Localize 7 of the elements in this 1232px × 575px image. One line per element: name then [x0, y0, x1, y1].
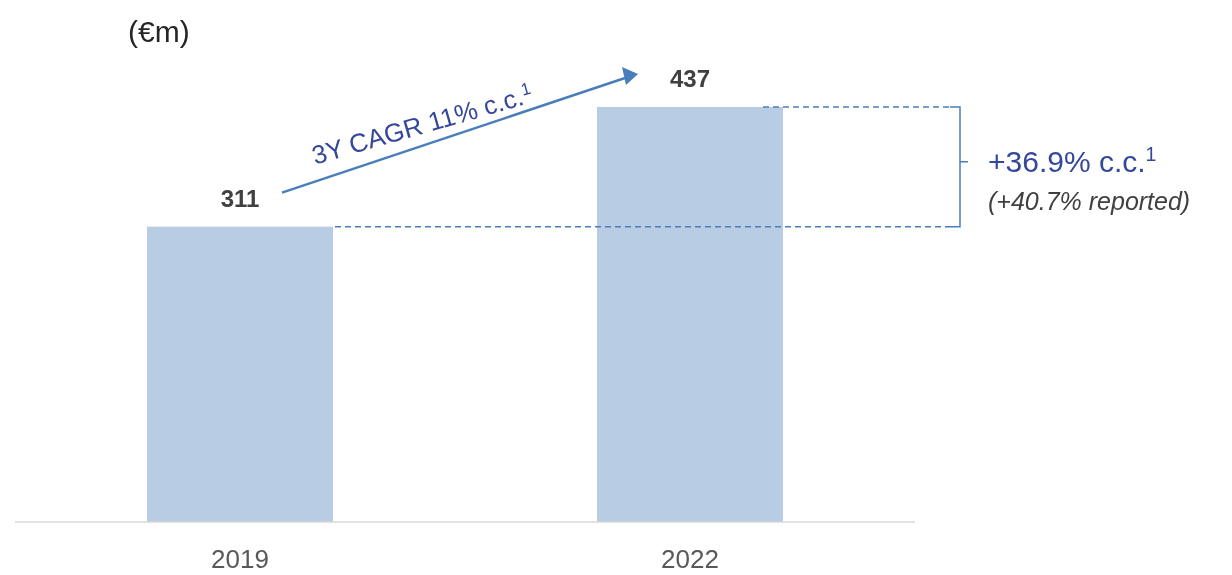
data-label: 311 — [220, 184, 260, 212]
text: +36.9% c.c.$^{1}$ — [988, 143, 1157, 178]
x-tick-label: 2022 — [661, 544, 719, 574]
y-axis-title: (€m) — [128, 15, 190, 48]
x-tick-label: 2019 — [211, 544, 269, 574]
data-label: 437 — [669, 65, 711, 92]
text: (+40.7% reported) — [988, 187, 1191, 215]
